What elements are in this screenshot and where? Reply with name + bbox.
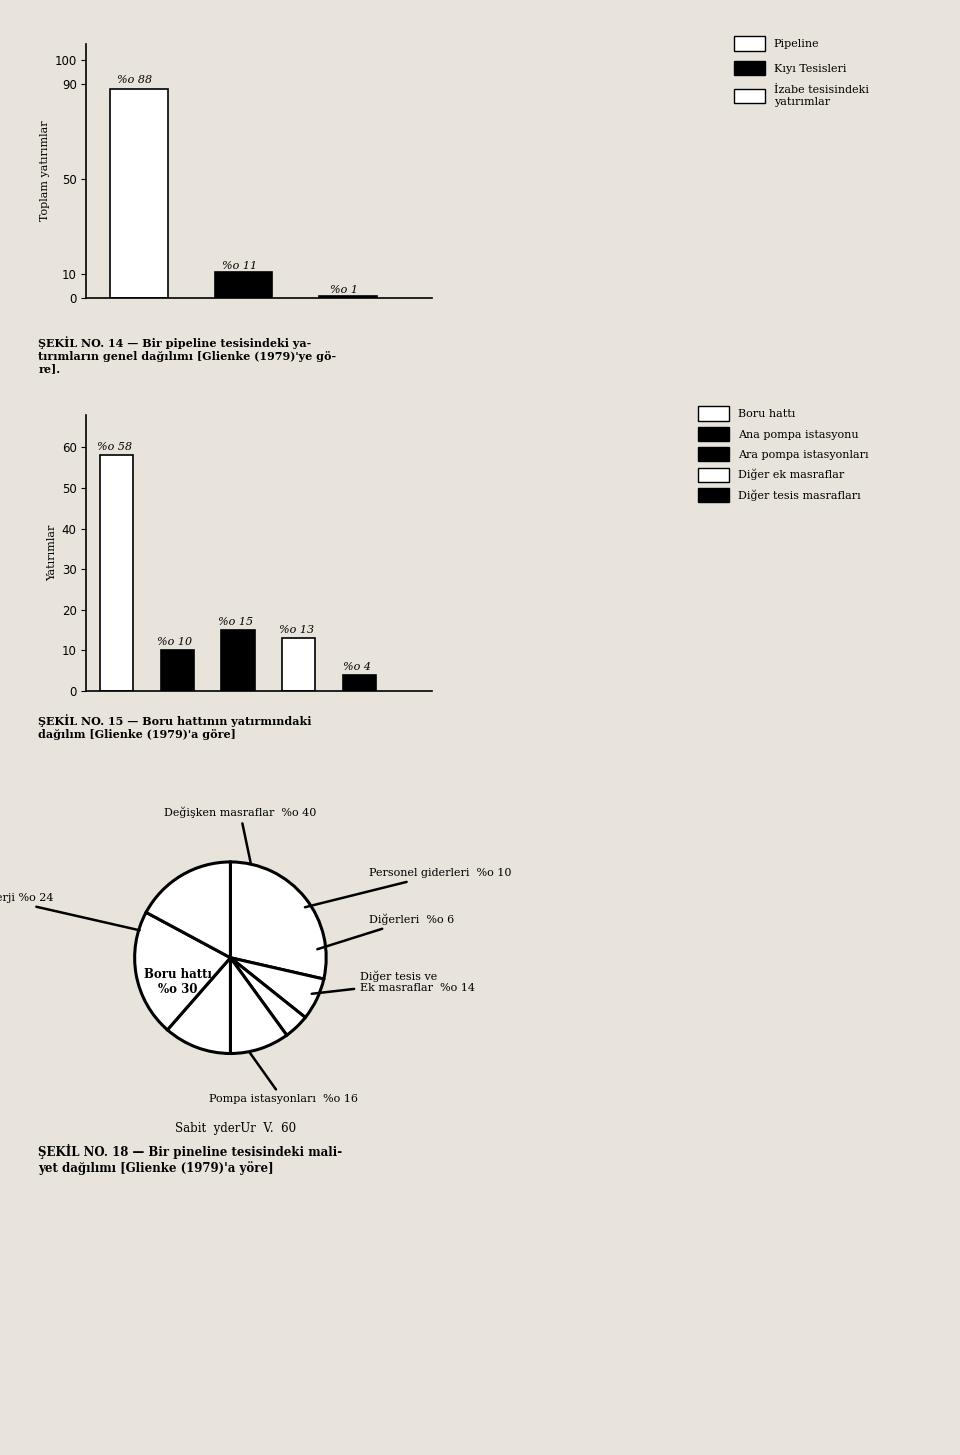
Wedge shape	[134, 912, 230, 1030]
Bar	[222, 630, 254, 691]
Text: %o 11: %o 11	[222, 260, 257, 271]
Text: Boru hattı
%o 30: Boru hattı %o 30	[144, 968, 212, 995]
Text: %o 4: %o 4	[343, 662, 371, 672]
Legend: Boru hattı, Ana pompa istasyonu, Ara pompa istasyonları, Diğer ek masraflar, Diğ: Boru hattı, Ana pompa istasyonu, Ara pom…	[698, 406, 869, 502]
Text: Diğer tesis ve
Ek masraflar  %o 14: Diğer tesis ve Ek masraflar %o 14	[312, 970, 474, 994]
Bar	[320, 295, 377, 298]
Bar	[110, 89, 168, 298]
Wedge shape	[230, 957, 305, 1035]
Text: ŞEKİL NO. 15 — Boru hattının yatırmındaki
dağılım [Glienke (1979)'a göre]: ŞEKİL NO. 15 — Boru hattının yatırmındak…	[38, 714, 312, 741]
Bar	[160, 650, 194, 691]
Text: Diğerleri  %o 6: Diğerleri %o 6	[318, 914, 454, 949]
Y-axis label: Yatırımlar: Yatırımlar	[48, 525, 58, 581]
Wedge shape	[230, 861, 326, 979]
Y-axis label: Toplam yatırımlar: Toplam yatırımlar	[40, 121, 50, 221]
Text: Değişken masraflar  %o 40: Değişken masraflar %o 40	[164, 806, 316, 864]
Text: ŞEKİL NO. 14 — Bir pipeline tesisindeki ya-
tırımların genel dağılımı [Glienke (: ŞEKİL NO. 14 — Bir pipeline tesisindeki …	[38, 336, 337, 374]
Bar	[215, 272, 273, 298]
Wedge shape	[167, 957, 230, 1053]
Text: Pompa istasyonları  %o 16: Pompa istasyonları %o 16	[208, 1052, 357, 1104]
Text: Sabit  yderUr  V.  60: Sabit yderUr V. 60	[175, 1122, 296, 1135]
Bar	[343, 675, 376, 691]
Wedge shape	[146, 861, 230, 957]
Bar	[282, 639, 315, 691]
Bar	[100, 455, 133, 691]
Legend: Pipeline, Kıyı Tesisleri, İzabe tesisindeki
yatırımlar: Pipeline, Kıyı Tesisleri, İzabe tesisind…	[733, 36, 869, 106]
Text: %o 13: %o 13	[278, 626, 314, 634]
Text: Personel giderleri  %o 10: Personel giderleri %o 10	[305, 869, 512, 908]
Text: %o 10: %o 10	[157, 637, 193, 647]
Wedge shape	[230, 957, 287, 1053]
Text: %o 58: %o 58	[97, 442, 132, 453]
Text: Su ve Enerji %o 24: Su ve Enerji %o 24	[0, 893, 139, 930]
Wedge shape	[230, 957, 324, 1017]
Text: %o 15: %o 15	[218, 617, 253, 627]
Text: ŞEKİL NO. 18 — Bir pineline tesisindeki mali-
yet dağılımı [Glienke (1979)'a yör: ŞEKİL NO. 18 — Bir pineline tesisindeki …	[38, 1144, 343, 1174]
Text: %o 1: %o 1	[330, 285, 358, 295]
Text: %o 88: %o 88	[117, 76, 152, 86]
